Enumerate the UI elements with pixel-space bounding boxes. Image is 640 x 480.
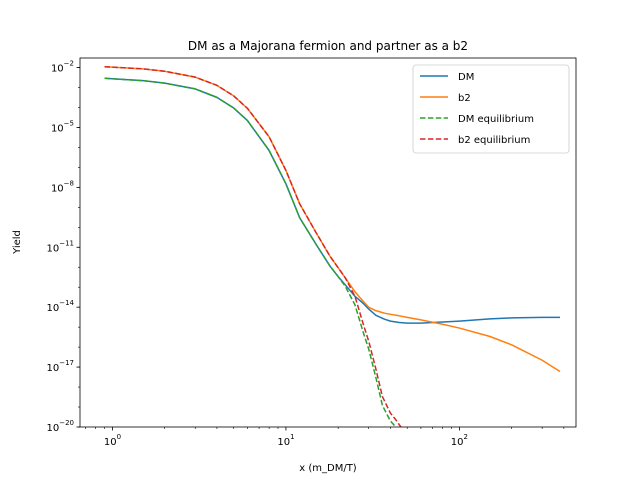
- chart-title: DM as a Majorana fermion and partner as …: [188, 39, 468, 53]
- x-tick-label: 101: [277, 433, 294, 448]
- plot-frame: [79, 57, 577, 428]
- x-tick-label: 102: [451, 433, 468, 448]
- y-tick-label: 10−8: [51, 179, 74, 194]
- x-axis-label: x (m_DM/T): [299, 463, 357, 474]
- legend-box: [412, 64, 570, 154]
- y-tick-label: 10−20: [46, 419, 74, 434]
- legend-label-b2-equilibrium: b2 equilibrium: [458, 135, 530, 146]
- y-tick-label: 10−17: [46, 359, 74, 374]
- y-tick-label: 10−14: [46, 299, 74, 314]
- series-layer: [104, 65, 561, 427]
- legend: DM b2 DM equilibrium b2 equilibrium: [412, 64, 570, 154]
- y-axis-label: Yield: [12, 230, 23, 255]
- y-tick-label: 10−11: [46, 239, 74, 254]
- legend-label-b2: b2: [458, 93, 471, 104]
- y-tick-label: 10−5: [51, 119, 74, 134]
- series-line-b2-equilibrium: [104, 65, 402, 427]
- x-axis: 100 101 102: [85, 427, 565, 448]
- series-line-dm-equilibrium: [104, 77, 397, 427]
- y-tick-label: 10−2: [51, 60, 74, 75]
- y-axis: 10−2 10−5 10−8 10−11 10−14 10−17 10−20: [46, 60, 80, 434]
- legend-label-dm-equilibrium: DM equilibrium: [458, 114, 534, 125]
- x-tick-label: 100: [104, 433, 121, 448]
- legend-label-dm: DM: [458, 72, 474, 83]
